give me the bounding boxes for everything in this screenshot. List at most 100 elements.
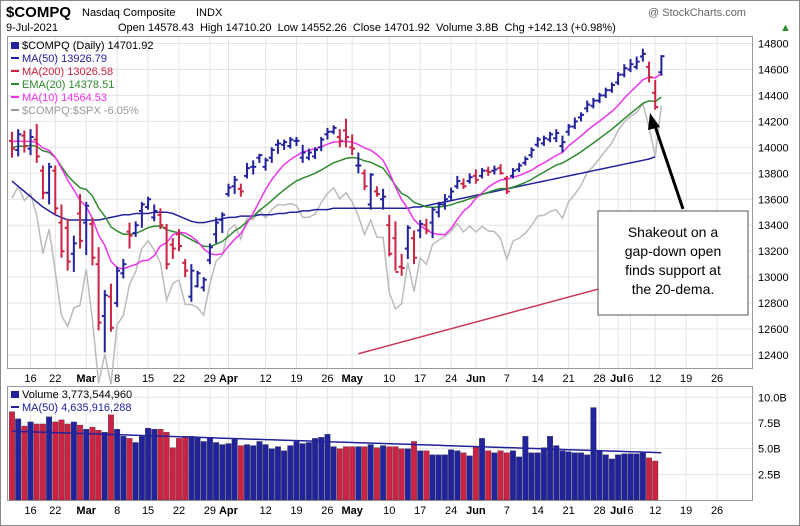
annotation-line-3: finds support at (625, 262, 721, 278)
price-bar-down (361, 169, 368, 191)
price-bar-up (213, 217, 220, 244)
price-legend-entry: MA(10) 14564.53 (22, 92, 107, 104)
volume-bar (176, 438, 182, 501)
price-bar-down (21, 130, 28, 153)
price-bar-up (244, 162, 251, 179)
price-bar-down (342, 118, 349, 148)
price-bar-up (262, 157, 269, 171)
volume-bar (145, 427, 152, 501)
volume-bar (491, 452, 498, 501)
relative-line (11, 102, 663, 385)
price-tick-label: 12800 (758, 298, 789, 310)
price-bars (9, 48, 665, 353)
volume-bar (206, 437, 213, 501)
price-bar-down (423, 218, 430, 235)
x-tick-label: Jun (466, 373, 486, 385)
price-bar-up (491, 165, 498, 175)
volume-tick-label: 7.5B (758, 418, 781, 430)
price-bar-down (182, 258, 189, 278)
volume-bar (442, 454, 448, 501)
volume-bar (101, 432, 108, 501)
price-bar-down (336, 129, 343, 148)
price-bar-up (15, 129, 22, 157)
volume-bar (120, 436, 127, 501)
volume-bar (367, 444, 374, 501)
volume-bar (299, 443, 306, 501)
volume-x-tick-label: Jun (466, 505, 486, 517)
x-tick-label: 26 (321, 373, 333, 385)
x-tick-label: 24 (445, 373, 457, 385)
annotation-arrowhead-icon (648, 113, 660, 130)
price-bar-up (27, 129, 34, 156)
volume-bar (398, 448, 405, 501)
price-bar-down (373, 186, 380, 197)
price-bar-up (584, 100, 591, 113)
price-bar-up (559, 135, 566, 153)
volume-legend-entry: Volume 3,773,544,960 (22, 389, 132, 401)
volume-x-tick-label: 15 (142, 505, 154, 517)
volume-x-tick-label: 28 (593, 505, 605, 517)
volume-bar (268, 448, 275, 501)
volume-bar (596, 450, 603, 501)
annotation-box (597, 210, 749, 316)
price-bar-up (429, 207, 436, 239)
price-bar-up (299, 144, 306, 163)
volume-bar (256, 441, 263, 501)
price-bar-down (398, 253, 405, 276)
price-tick-label: 13400 (758, 220, 789, 232)
price-bar-up (448, 187, 455, 201)
volume-bar (448, 449, 455, 501)
price-bar-down (485, 166, 492, 176)
price-bar-up (206, 243, 213, 265)
volume-bar (52, 421, 59, 501)
volume-bar (373, 447, 380, 501)
price-bar-down (163, 223, 170, 270)
x-tick-label: Mar (76, 373, 96, 385)
price-bar-up (608, 82, 615, 93)
price-bar-up (627, 59, 634, 73)
price-bar-up (454, 175, 461, 189)
price-bar-down (411, 230, 418, 265)
volume-bar (392, 446, 399, 501)
price-bar-up (200, 277, 207, 292)
price-bar-down (64, 218, 71, 271)
price-bar-down (503, 175, 510, 195)
price-bar-down (107, 283, 114, 332)
volume-bar (213, 442, 220, 501)
price-bar-down (77, 194, 84, 249)
price-bar-up (274, 139, 281, 154)
x-tick-label: 8 (114, 373, 120, 385)
x-tick-label: 22 (173, 373, 185, 385)
volume-bar (262, 444, 269, 501)
price-bar-down (52, 165, 59, 215)
volume-bar (608, 458, 615, 501)
ema20-path (11, 96, 662, 248)
volume-bar (380, 445, 387, 501)
price-bar-up (516, 162, 523, 172)
price-bar-up (231, 175, 238, 195)
header-date: 9-Jul-2021 (6, 22, 58, 34)
volume-bar (194, 437, 201, 501)
price-legend-swatch (11, 42, 19, 49)
volume-x-tick-label: 29 (204, 505, 216, 517)
volume-bar (361, 446, 368, 501)
volume-bar (287, 445, 294, 501)
price-bar-up (151, 204, 158, 222)
x-tick-label: 28 (593, 373, 605, 385)
price-bar-up (120, 258, 127, 279)
volume-bar (571, 452, 578, 501)
volume-tick-label: 2.5B (758, 469, 781, 481)
price-bar-up (522, 156, 529, 166)
x-tick-label: 12 (259, 373, 271, 385)
x-tick-label: 19 (680, 373, 692, 385)
x-tick-label: 19 (290, 373, 302, 385)
volume-tick-label: 10.0B (758, 392, 787, 404)
volume-bar (39, 423, 46, 501)
volume-bar (633, 453, 640, 501)
volume-bar (46, 416, 53, 501)
volume-bar (497, 450, 504, 501)
price-bar-down (126, 222, 133, 249)
price-bar-up (138, 201, 145, 228)
volume-bar (324, 434, 331, 501)
volume-x-tick-label: Mar (76, 505, 96, 517)
